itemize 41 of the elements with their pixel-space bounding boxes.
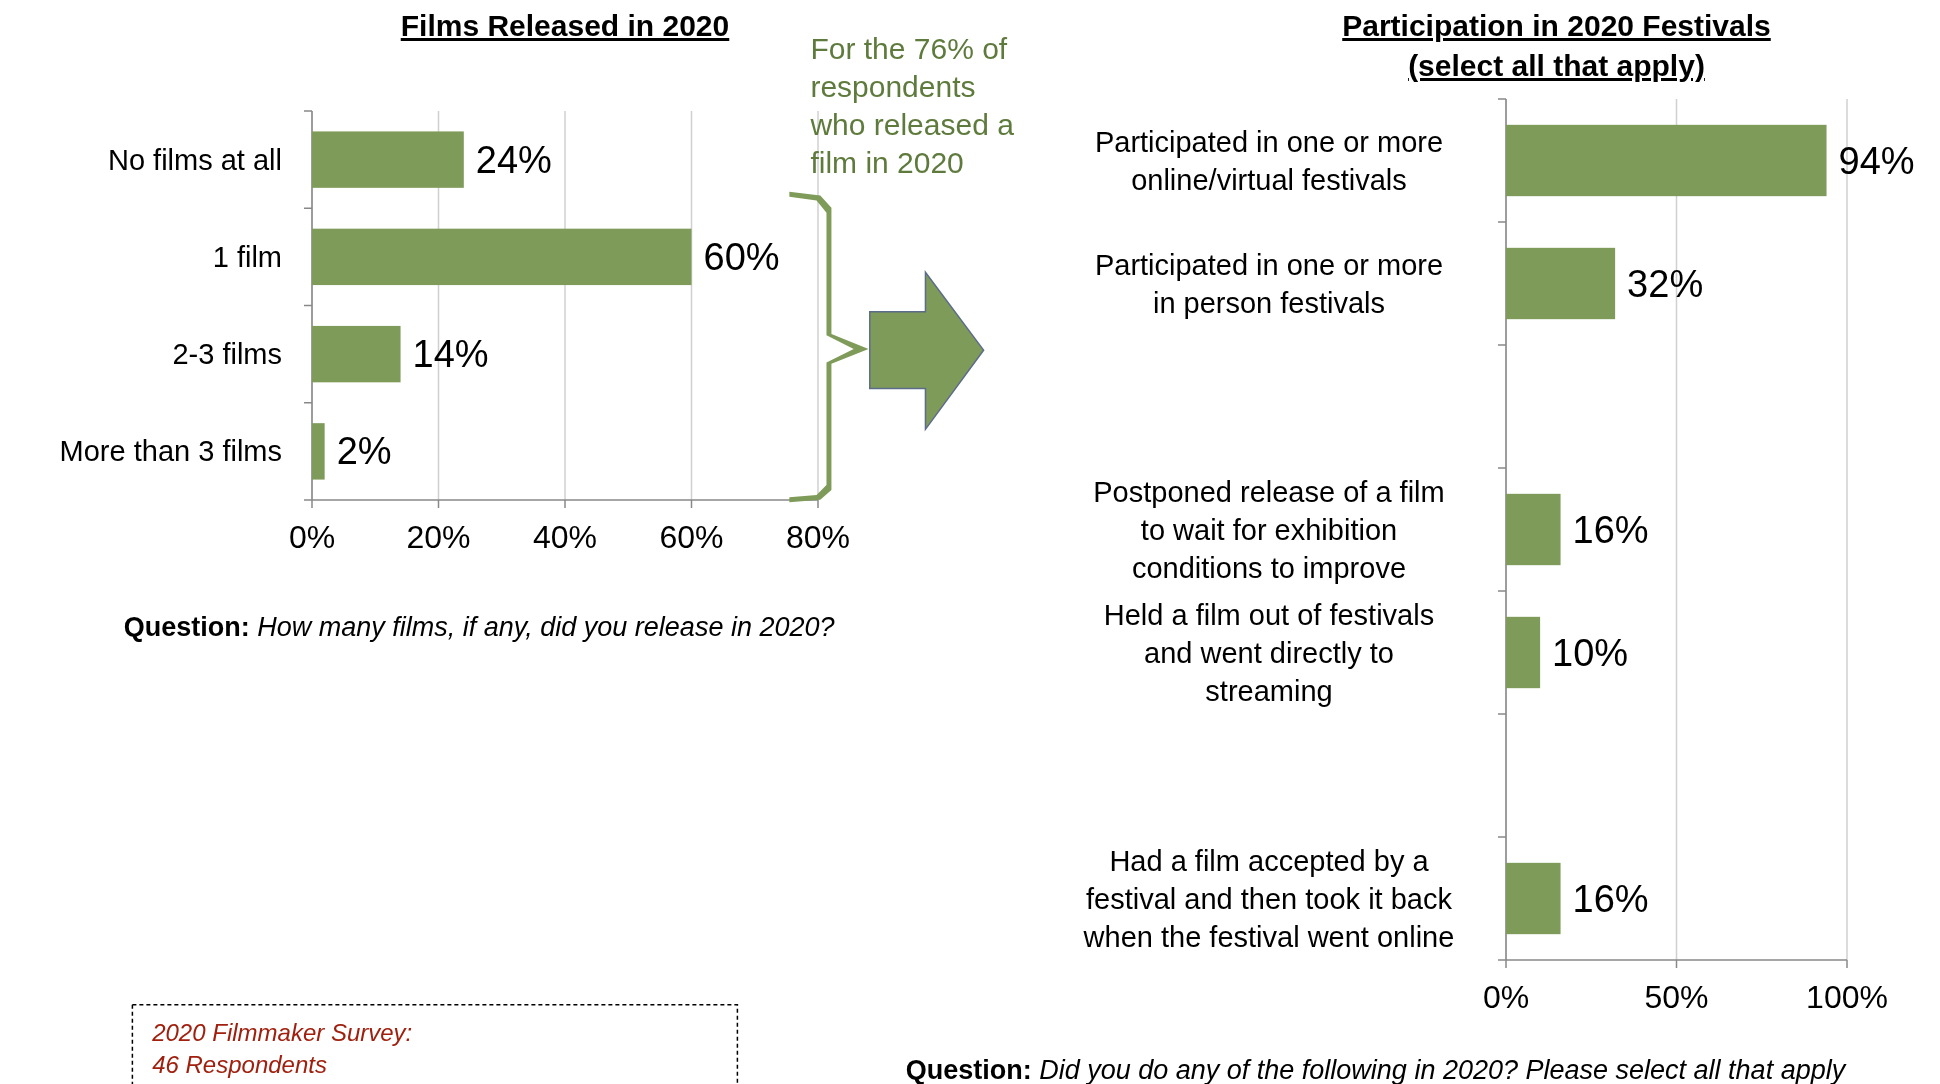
- y-tick-label: Had a film accepted by a festival and then took it back when the festival went online: [1082, 844, 1455, 953]
- y-tick-label: More than 3 films: [59, 435, 282, 468]
- text: 2020 Filmmaker Survey: 46 Respondents: [151, 1018, 413, 1078]
- x-tick-label: 20%: [406, 519, 471, 555]
- data-label: 16%: [1572, 877, 1649, 920]
- chart-title: Films Released in 2020: [400, 9, 730, 42]
- x-tick-label: 60%: [659, 519, 724, 555]
- bar: [1506, 247, 1616, 320]
- x-tick-label: 0%: [1482, 979, 1530, 1015]
- x-tick-label: 50%: [1644, 979, 1709, 1015]
- x-tick-label: 80%: [785, 519, 851, 555]
- y-tick-label: Participated in one or more in person festivals: [1094, 248, 1444, 319]
- x-tick-label: 100%: [1806, 979, 1888, 1015]
- data-label: 14%: [412, 333, 489, 376]
- bar: [1506, 862, 1561, 935]
- bar: [312, 131, 464, 188]
- chart-title: Participation in 2020 Festivals (select all that apply): [1342, 9, 1771, 82]
- text: Question: How many films, if any, did you release in 2020?: [123, 611, 835, 642]
- data-label: 2%: [336, 430, 392, 473]
- bar: [312, 423, 325, 480]
- x-tick-label: 40%: [532, 519, 598, 555]
- data-label: 94%: [1838, 139, 1915, 182]
- data-label: 10%: [1552, 631, 1629, 674]
- y-tick-label: 1 film: [212, 240, 282, 273]
- y-tick-label: Participated in one or more online/virtual festivals: [1094, 125, 1444, 196]
- y-tick-label: No films at all: [107, 143, 282, 176]
- bar: [1506, 493, 1561, 566]
- data-label: 60%: [703, 235, 780, 278]
- data-label: 16%: [1572, 508, 1649, 551]
- y-tick-label: 2-3 films: [172, 338, 282, 371]
- bar: [312, 228, 692, 286]
- annotation: For the 76% of respondents who released a film in 2020: [809, 32, 1015, 180]
- bar: [312, 325, 401, 383]
- bar: [1506, 124, 1827, 197]
- y-tick-label: Held a film out of festivals and went directly to streaming: [1103, 598, 1435, 707]
- data-label: 32%: [1627, 262, 1704, 305]
- data-label: 24%: [475, 138, 552, 181]
- x-tick-label: 0%: [288, 519, 336, 555]
- y-tick-label: Postponed release of a film to wait for exhibition conditions to improve: [1093, 475, 1445, 584]
- text: Question: Did you do any of the following in 2020? Please select all that apply: [905, 1054, 1847, 1084]
- bar: [1506, 616, 1541, 689]
